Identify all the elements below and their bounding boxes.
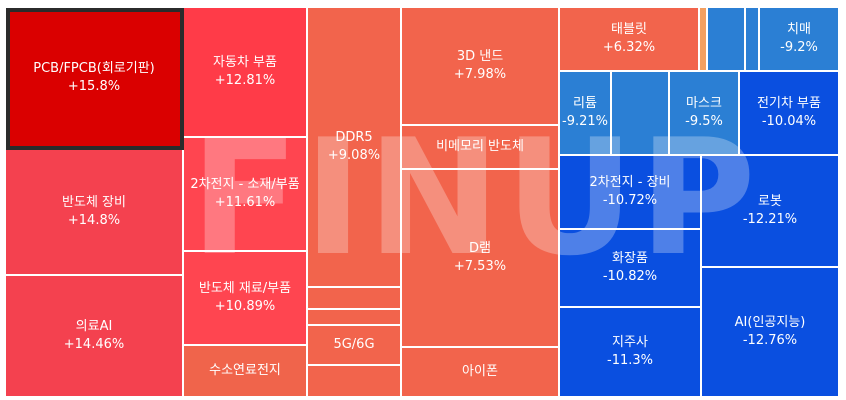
treemap-tile[interactable]: 2차전지 - 장비 -10.72% (560, 156, 702, 230)
treemap-tile[interactable]: 3D 낸드 +7.98% (402, 8, 560, 126)
tile-change: +14.46% (63, 337, 125, 352)
tile-label: 마스크 (686, 96, 722, 111)
tile-label: 화장품 (612, 251, 648, 266)
tile-label: 로봇 (758, 194, 782, 209)
tile-label: 비메모리 반도체 (436, 139, 524, 154)
tile-change: +12.81% (214, 73, 276, 88)
tile-label: 의료AI (75, 319, 113, 334)
treemap-tile[interactable] (700, 8, 708, 72)
treemap-tile[interactable]: 반도체 장비 +14.8% (6, 150, 184, 276)
treemap-tile[interactable] (746, 8, 760, 72)
tile-change: -9.5% (685, 114, 723, 129)
tile-label: 태블릿 (611, 22, 647, 37)
treemap-tile[interactable] (308, 310, 402, 326)
tile-label: 리튬 (573, 96, 597, 111)
treemap-tile[interactable]: 로봇 -12.21% (702, 156, 840, 268)
treemap-tile[interactable]: PCB/FPCB(회로기판) +15.8% (6, 8, 184, 150)
tile-change: -12.76% (742, 333, 798, 348)
treemap-tile[interactable]: 자동차 부품 +12.81% (184, 8, 308, 138)
treemap-tile[interactable]: 전기차 부품 -10.04% (740, 72, 840, 156)
treemap-tile[interactable]: 마스크 -9.5% (670, 72, 740, 156)
treemap-tile[interactable]: 리튬 -9.21% (560, 72, 612, 156)
treemap-tile[interactable] (708, 8, 746, 72)
treemap-tile[interactable]: 반도체 재료/부품 +10.89% (184, 252, 308, 346)
tile-change: +6.32% (602, 40, 656, 55)
tile-change: -10.82% (602, 269, 658, 284)
treemap-tile[interactable]: DDR5 +9.08% (308, 8, 402, 288)
tile-label: 전기차 부품 (757, 96, 821, 111)
tile-label: 5G/6G (333, 337, 375, 352)
tile-change: +10.89% (214, 299, 276, 314)
tile-change: -9.2% (780, 40, 818, 55)
treemap-tile[interactable]: 화장품 -10.82% (560, 230, 702, 308)
treemap-tile[interactable] (308, 366, 402, 398)
tile-label: 2차전지 - 장비 (589, 175, 671, 190)
tile-change: -10.72% (602, 193, 658, 208)
tile-change: +7.53% (453, 259, 507, 274)
treemap-tile[interactable]: AI(인공지능) -12.76% (702, 268, 840, 398)
tile-change: +9.08% (327, 148, 381, 163)
tile-change: -12.21% (742, 212, 798, 227)
treemap-tile[interactable]: 수소연료전지 (184, 346, 308, 398)
tile-label: 2차전지 - 소재/부품 (190, 177, 300, 192)
tile-label: 3D 낸드 (456, 49, 504, 64)
tile-label: PCB/FPCB(회로기판) (33, 61, 155, 76)
tile-change: -11.3% (607, 353, 653, 368)
tile-label: 지주사 (612, 335, 648, 350)
tile-label: AI(인공지능) (734, 315, 806, 330)
tile-label: 반도체 장비 (62, 195, 126, 210)
treemap-tile[interactable]: 태블릿 +6.32% (560, 8, 700, 72)
tile-label: 자동차 부품 (213, 55, 277, 70)
tile-change: +14.8% (67, 213, 121, 228)
tile-label: 수소연료전지 (209, 363, 281, 378)
tile-change: -10.04% (761, 114, 817, 129)
treemap-tile[interactable]: 의료AI +14.46% (6, 276, 184, 398)
treemap-tile[interactable]: 2차전지 - 소재/부품 +11.61% (184, 138, 308, 252)
treemap-tile[interactable]: 비메모리 반도체 (402, 126, 560, 170)
treemap-tile[interactable]: 지주사 -11.3% (560, 308, 702, 398)
tile-change: -9.21% (562, 114, 608, 129)
treemap-tile[interactable]: 5G/6G (308, 326, 402, 366)
treemap-tile[interactable] (612, 72, 670, 156)
tile-label: DDR5 (335, 130, 373, 145)
tile-label: 아이폰 (462, 364, 498, 379)
tile-change: +11.61% (214, 195, 276, 210)
tile-label: D램 (469, 241, 491, 256)
tile-label: 치매 (787, 22, 811, 37)
tile-label: 반도체 재료/부품 (198, 281, 292, 296)
treemap-tile[interactable]: D램 +7.53% (402, 170, 560, 348)
treemap-tile[interactable]: 아이폰 (402, 348, 560, 398)
tile-change: +7.98% (453, 67, 507, 82)
tile-change: +15.8% (67, 79, 121, 94)
treemap-tile[interactable] (308, 288, 402, 310)
treemap-tile[interactable]: 치매 -9.2% (760, 8, 840, 72)
